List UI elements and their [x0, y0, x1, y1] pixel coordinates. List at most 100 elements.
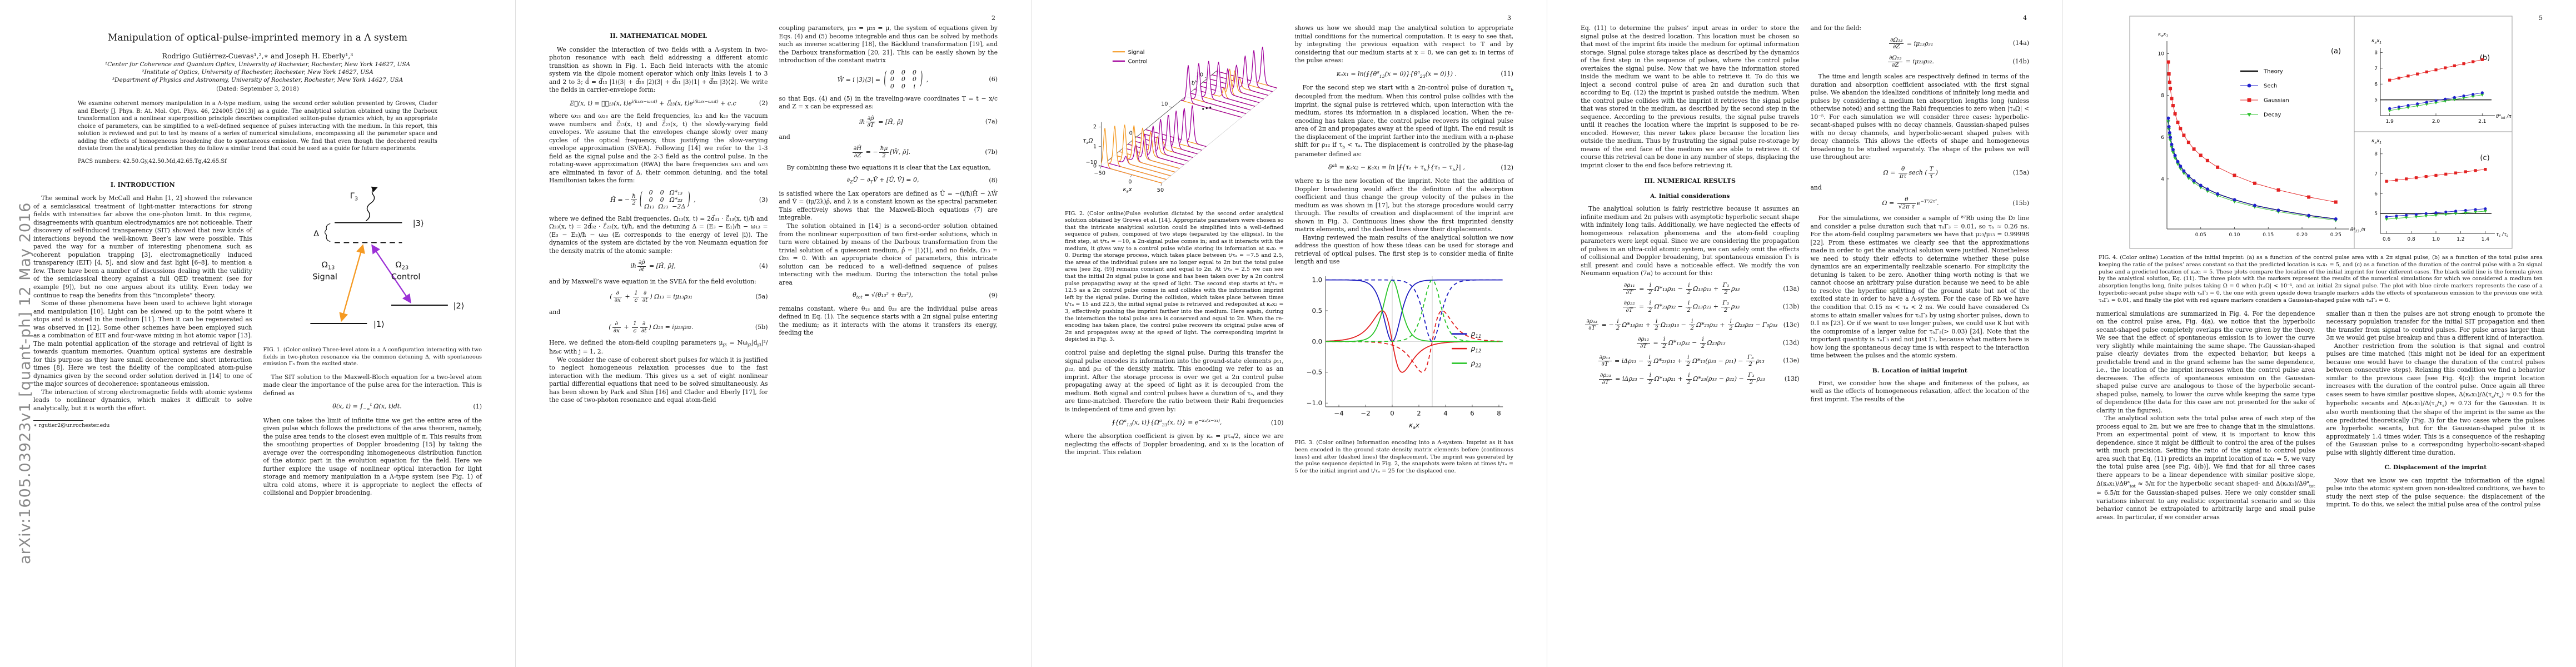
fig4-imprint-location-chart: 0.05 0.10 0.15 0.20 0.25 4 6 8 10 κa​x1​ θa​23​ /π… — [2129, 16, 2512, 249]
equation-number: (5a) — [755, 293, 768, 301]
page-number: 2 — [991, 14, 995, 22]
equation-number: (4) — [759, 262, 768, 270]
equation-body: ∂Ω₂₃ ∂Z = iμ₂₃ρ₃₂. — [1887, 54, 1934, 68]
paragraph: For the second step we start with a 2π-c… — [1294, 83, 1514, 158]
equation-body: Ω = θ √2π τ e−T²/2τ². — [1882, 196, 1939, 210]
paragraph: Now that we know we can imprint the info… — [2326, 476, 2545, 509]
equation-body: ∂ρ₁₁ ∂T = i 2 Ω*₁₃ρ₃₁ − i 2 Ω₁₃ρ₁₃ + Γ₃ 2 ρ₃₃ — [1622, 281, 1740, 296]
svg-text:κa​x: κa​x — [1409, 421, 1420, 430]
equation: δab = κₐx₂ − κₐx₁ = ln |⨍{τₐ + τb}{τₐ − … — [1295, 163, 1513, 173]
equation-body: ∂ρ₂₂ ∂T = i 2 Ω*₂₃ρ₃₂ − i 2 Ω₂₃ρ₂₃ + Γ₃ 2 ρ₃₃ — [1622, 300, 1740, 314]
figure-caption: FIG. 1. (Color online) Three-level atom … — [263, 347, 482, 367]
equation-body: (∂ ∂x + 1 c ∂ ∂t) Ω₁₃ = iμ₁₃ρ₃₁ — [610, 290, 693, 304]
svg-text:0.05: 0.05 — [2195, 232, 2206, 238]
page-number: 5 — [2539, 14, 2543, 22]
paragraph: smaller than π then the pulses are not s… — [2326, 310, 2545, 342]
svg-text:Decay: Decay — [2264, 112, 2281, 118]
svg-text:10: 10 — [1161, 101, 1168, 107]
equation: Ĥ = − ħ 2(0 0 Ω*₁₃ 0 0 Ω*₂₃ Ω₁₃ Ω₂₃ −2Δ) , (3) — [549, 188, 768, 211]
equation-number: (13f) — [1784, 375, 1800, 382]
equation-body: ∂Ω₁₃ ∂Z = iμ₁₃ρ₃₁ — [1889, 36, 1934, 51]
subsection-heading: A. Initial considerations — [1650, 193, 1730, 200]
svg-text:−50: −50 — [1094, 171, 1105, 177]
svg-text:6: 6 — [1470, 409, 1474, 417]
equation: ∂Ω₂₃ ∂Z = iμ₂₃ρ₃₂. (14b) — [1811, 54, 2029, 68]
page-1-right-column: |3⟩ |1⟩ |2⟩ Δ Γ3​ Ω13​Signal Ω23​Control FIG. 1… — [263, 173, 482, 497]
paragraph: The interaction of strong electromagneti… — [33, 388, 252, 412]
svg-text:−10: −10 — [1085, 160, 1097, 166]
equation-body: Ĥ = − ħ 2(0 0 Ω*₁₃ 0 0 Ω*₂₃ Ω₁₃ Ω₂₃ −2Δ) , — [610, 188, 696, 211]
subsection-heading: B. Location of initial imprint — [1872, 367, 1967, 374]
svg-text:0.5: 0.5 — [1312, 307, 1323, 315]
svg-text:Signal: Signal — [313, 272, 338, 281]
equation-number: (15b) — [2012, 199, 2029, 207]
arxiv-watermark: arXiv:1605.03923v1 [quant-ph] 12 May 201… — [17, 202, 34, 564]
paragraph: For the simulations, we consider a sampl… — [1810, 215, 2030, 360]
svg-text:1.9: 1.9 — [2385, 119, 2394, 125]
equation-number: (10) — [1270, 419, 1284, 426]
svg-text:0: 0 — [1129, 131, 1132, 137]
equation-number: (6) — [989, 76, 998, 83]
page-5: 5 0.05 0.10 0.15 0.20 0.25 4 6 8 10 κa​x1​ θa​23​ … — [2062, 0, 2576, 667]
paper-authors: Rodrigo Gutiérrez-Cuevas¹,²,∗ and Joseph… — [162, 52, 353, 61]
affiliation-1: ¹Center for Coherence and Quantum Optics… — [104, 61, 411, 68]
paragraph: The SIT solution to the Maxwell-Bloch eq… — [263, 373, 482, 397]
footnote-rule — [33, 420, 83, 421]
svg-text:Γ3​: Γ3​ — [350, 191, 358, 202]
equation: (∂ ∂x + 1 c ∂ ∂t) Ω₁₃ = iμ₁₃ρ₃₁ (5a) — [549, 290, 768, 303]
equation-number: (15a) — [2012, 168, 2029, 176]
page-3-left-column: −50050012−1001020t/τa​κa​xτa​ΩSignalCont… — [1065, 24, 1284, 480]
page-3-right-column: shows us how we should map the analytica… — [1295, 24, 1514, 480]
section-heading: I. INTRODUCTION — [110, 181, 175, 188]
svg-text:(a): (a) — [2330, 47, 2340, 56]
equation-number: (7a) — [985, 118, 998, 126]
equation-number: (11) — [1501, 70, 1513, 78]
equation: ∂ρ₁₃ ∂T = iΔρ₁₃ − i 2 Ω*₂₃ρ₁₂ + i 2 Ω*₁₃(ρ₃₃ … — [1581, 354, 1800, 368]
paragraph: coupling parameters, μ₁₃ = μ₂₃ = μ, the … — [779, 24, 998, 64]
svg-text:1.4: 1.4 — [2481, 237, 2489, 242]
equation-number: (5b) — [755, 323, 768, 331]
svg-text:−1.0: −1.0 — [1307, 399, 1323, 407]
affiliation-2: ²Institute of Optics, University of Roch… — [142, 69, 373, 76]
abstract: We examine coherent memory manipulation … — [78, 101, 437, 152]
svg-text:2: 2 — [1093, 124, 1097, 130]
equation: κₐx₁ = ln(⨍{θa13(x = 0)}{θa23(x = 0)}) .… — [1295, 69, 1513, 79]
page-number: 3 — [1507, 14, 1511, 22]
page-5-right-column: smaller than π then the pulses are not s… — [2326, 310, 2545, 522]
svg-text:Theory: Theory — [2263, 69, 2283, 75]
svg-text:6: 6 — [2374, 82, 2378, 87]
equation: (∂ ∂x + 1 c ∂ ∂t) Ω₂₃ = iμ₂₃ρ₃₂. (5b) — [549, 321, 768, 334]
figure-caption: FIG. 4. (Color online) Location of the i… — [2099, 255, 2543, 303]
equation: ∂Ĥ ∂Z = − ħμ 2 [Ŵ, ρ̂]. (7b) — [779, 146, 998, 159]
fig1-figure: |3⟩ |1⟩ |2⟩ Δ Γ3​ Ω13​Signal Ω23​Control — [263, 177, 482, 344]
svg-text:7: 7 — [2374, 172, 2378, 177]
equation-number: (2) — [759, 99, 768, 107]
svg-text:0.25: 0.25 — [2330, 232, 2341, 238]
page-5-left-column: numerical simulations are summarized in … — [2096, 310, 2315, 522]
section-heading: III. NUMERICAL RESULTS — [1644, 177, 1736, 185]
page-4-left-column: Eq. (11) to determine the pulses’ input … — [1581, 24, 1800, 404]
paragraph: where we defined the Rabi frequencies, Ω… — [549, 215, 768, 255]
equation-number: (13c) — [1783, 321, 1800, 328]
section-heading: II. MATHEMATICAL MODEL — [610, 32, 707, 39]
page-2-left-column: II. MATHEMATICAL MODEL We consider the in… — [549, 24, 768, 405]
pacs-line: PACS numbers: 42.50.Gy,42.50.Md,42.65.Tg… — [78, 158, 227, 165]
svg-text:0: 0 — [1128, 179, 1132, 185]
svg-text:−2: −2 — [1361, 409, 1371, 417]
page-4-right-column: and for the field: ∂Ω₁₃ ∂Z = iμ₁₃ρ₃₁ (14a) ∂… — [1811, 24, 2030, 404]
equation-body: iħ ∂ρ̂ ∂t = [Ĥ, ρ̂], — [630, 259, 676, 273]
paragraph: Having reviewed the main results of the … — [1294, 233, 1514, 266]
svg-text:1.0: 1.0 — [2431, 237, 2440, 242]
svg-text:Gaussian: Gaussian — [2264, 98, 2289, 104]
svg-text:5: 5 — [2374, 211, 2378, 217]
equation: ∂ρ₂₃ ∂T = iΔρ₂₃ − i 2 Ω*₁₃ρ₂₁ + i 2 Ω*₂₃(ρ₃₃ … — [1581, 372, 1800, 386]
paragraph: The solution obtained in [14] is a secon… — [779, 222, 998, 286]
svg-text:8: 8 — [2374, 152, 2378, 157]
paragraph: and — [1810, 184, 1822, 192]
equation: iħ ∂ρ̂ ∂T = [Ĥ, ρ̂] (7a) — [779, 115, 998, 129]
equation-body: ⨍{Ωa13(x, t)}{Ωa23(x, t)} = e−κₐ(x−x₁), — [1112, 418, 1222, 428]
paragraph: Here, we defined the atom-field coupling… — [549, 339, 768, 356]
svg-text:|2⟩: |2⟩ — [454, 301, 464, 310]
